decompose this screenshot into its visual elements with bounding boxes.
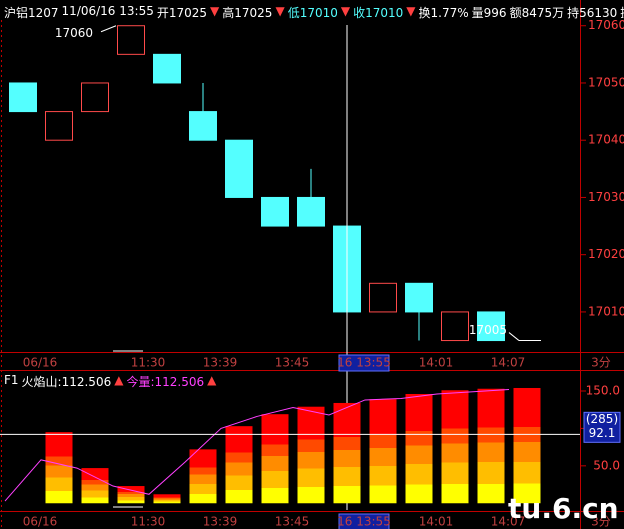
- bar: [189, 449, 217, 504]
- bar: [261, 414, 289, 504]
- bar: [477, 388, 505, 504]
- bar: [333, 402, 361, 504]
- header-item: 收17010: [353, 6, 404, 20]
- candle-body: [297, 196, 325, 227]
- annotation-line: [100, 25, 117, 33]
- annotation-line: [508, 332, 520, 341]
- x-tick-label: 14:07: [491, 515, 526, 529]
- x-tick-label: 13:39: [203, 515, 238, 529]
- x-tick-label: 06/16: [23, 515, 58, 529]
- x-tick-label: 11:30: [131, 515, 166, 529]
- header-item: 低17010: [287, 6, 338, 20]
- cursor-value-label: 92.1: [589, 426, 616, 440]
- header-item: F1: [4, 373, 19, 387]
- value-box: [583, 411, 621, 443]
- candle-body: [81, 82, 109, 113]
- header-item: ▼: [406, 4, 416, 18]
- candle-body: [189, 111, 217, 141]
- bar: [513, 387, 541, 504]
- x-tick-label: 13:45: [275, 515, 310, 529]
- y-tick-label: 17060: [588, 18, 624, 32]
- header-item: 额8475万: [509, 6, 565, 20]
- candle-body: [9, 82, 37, 113]
- line-series: [4, 388, 510, 502]
- y-tick-label: 17040: [588, 133, 624, 147]
- quote-header: 沪铝1207 11/06/16 13:55 开17025 ▼ 高17025 ▼ 低17010…: [4, 4, 624, 21]
- x-tick-label: 13:39: [203, 356, 238, 370]
- candle-body: [477, 311, 505, 342]
- y-tick-label: 150.0: [586, 383, 620, 397]
- indicator-header: F1 火焰山:112.506 ▲ 今量:112.506 ▲: [4, 373, 219, 390]
- bar: [81, 468, 109, 504]
- x-tick-label: 14:01: [419, 356, 454, 370]
- period-label: 3分: [591, 515, 611, 529]
- header-item: 持56130: [567, 6, 618, 20]
- candle-body: [405, 282, 433, 313]
- candle-body: [153, 53, 181, 84]
- header-item: ▼: [275, 4, 285, 18]
- header-item: 量996: [471, 6, 507, 20]
- header-item: 11/06/16 13:55: [61, 4, 154, 18]
- header-item: ▼: [210, 4, 220, 18]
- bar: [369, 399, 397, 504]
- candle-body: [225, 139, 253, 198]
- candle-body: [441, 311, 469, 342]
- x-tick-label: 11:30: [131, 356, 166, 370]
- y-tick-label: 17030: [588, 190, 624, 204]
- header-item: 沪铝1207: [4, 6, 59, 20]
- cursor-label-bg: [338, 513, 390, 529]
- bar: [297, 406, 325, 504]
- bar: [117, 486, 145, 504]
- y-tick-label: 50.0: [593, 458, 620, 472]
- bar: [405, 393, 433, 504]
- y-tick-label: 17010: [588, 304, 624, 318]
- low-label: 17005: [469, 323, 507, 337]
- x-tick-label: 14:01: [419, 515, 454, 529]
- period-label: 3分: [591, 356, 611, 370]
- high-label: 17060: [55, 26, 93, 40]
- candle-body: [45, 111, 73, 141]
- candle-body: [117, 25, 145, 55]
- y-tick-label: 17050: [588, 75, 624, 89]
- header-item: 火焰山:112.506: [21, 375, 112, 389]
- candle-body: [261, 196, 289, 227]
- header-item: ▼: [340, 4, 351, 18]
- x-tick-label: 13:45: [275, 356, 310, 370]
- bar: [153, 494, 181, 504]
- header-item: 据: [620, 4, 624, 21]
- header-item: 高17025: [222, 6, 273, 20]
- bar: [441, 390, 469, 504]
- bar: [45, 432, 73, 504]
- header-item: ▲: [207, 373, 217, 387]
- header-item: 换1.77%: [418, 6, 469, 20]
- header-item: ▲: [114, 373, 124, 387]
- bar: [225, 426, 253, 504]
- x-tick-label: 16 13:55: [337, 515, 391, 529]
- x-tick-label: 16 13:55: [337, 356, 391, 370]
- x-tick-label: 06/16: [23, 356, 58, 370]
- header-item: 今量:112.506: [126, 375, 205, 389]
- y-tick-label: 17020: [588, 247, 624, 261]
- annotation: (285): [586, 412, 618, 426]
- candle-body: [369, 282, 397, 313]
- x-tick-label: 14:07: [491, 356, 526, 370]
- watermark: tu.6.cn: [508, 492, 619, 525]
- header-item: 开17025: [156, 6, 208, 20]
- cursor-label-bg: [338, 354, 390, 372]
